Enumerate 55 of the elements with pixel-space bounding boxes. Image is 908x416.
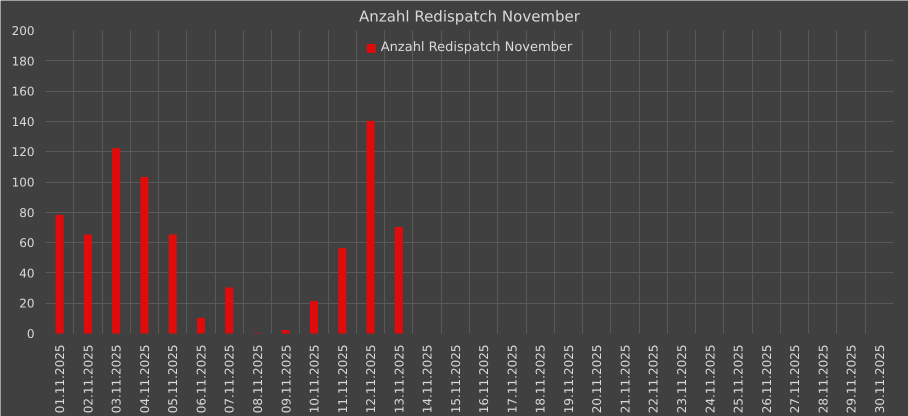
bar	[196, 318, 205, 334]
x-tick-label: 29.11.2025	[844, 344, 859, 414]
x-tick-label: 13.11.2025	[392, 344, 406, 414]
bar	[310, 301, 318, 334]
y-tick-label: 20	[19, 296, 35, 311]
x-tick-label: 19.11.2025	[562, 344, 576, 414]
y-tick-label: 120	[12, 145, 34, 160]
x-tick-label: 14.11.2025	[420, 344, 435, 414]
x-tick-label: 08.11.2025	[251, 344, 265, 414]
y-tick-label: 200	[12, 24, 34, 38]
x-tick-label: 25.11.2025	[732, 344, 746, 414]
x-tick-label: 02.11.2025	[81, 344, 96, 414]
x-tick-label: 11.11.2025	[336, 344, 350, 414]
x-tick-label: 12.11.2025	[364, 344, 378, 414]
x-tick-label: 22.11.2025	[646, 344, 661, 414]
y-tick-label: 100	[12, 176, 34, 190]
x-tick-label: 10.11.2025	[308, 344, 322, 414]
x-tick-label: 16.11.2025	[477, 344, 492, 414]
x-tick-label: 24.11.2025	[703, 344, 718, 414]
bar	[282, 330, 290, 334]
x-tick-label: 03.11.2025	[110, 344, 124, 414]
bar	[140, 176, 148, 334]
x-tick-label: 27.11.2025	[788, 344, 802, 414]
y-tick-label: 160	[12, 84, 34, 99]
bar	[112, 148, 120, 334]
x-tick-label: 04.11.2025	[138, 344, 152, 414]
bar	[338, 248, 346, 334]
x-tick-label: 15.11.2025	[448, 344, 463, 414]
x-tick-label: 07.11.2025	[222, 344, 237, 414]
y-tick-label: 140	[12, 114, 34, 129]
x-tick-label: 06.11.2025	[194, 344, 208, 414]
bar	[225, 288, 234, 334]
y-tick-label: 40	[19, 266, 35, 280]
x-tick-label: 09.11.2025	[279, 344, 294, 414]
x-tick-label: 05.11.2025	[166, 344, 180, 414]
bar	[84, 234, 92, 334]
x-tick-label: 23.11.2025	[675, 344, 689, 414]
chart-title: Anzahl Redispatch November	[359, 8, 581, 26]
bar	[56, 214, 64, 334]
x-tick-label: 30.11.2025	[872, 344, 887, 414]
x-tick-label: 20.11.2025	[590, 344, 604, 414]
x-tick-label: 01.11.2025	[53, 344, 68, 414]
x-tick-label: 17.11.2025	[505, 344, 520, 414]
y-tick-label: 180	[12, 54, 34, 68]
y-tick-label: 0	[26, 327, 35, 341]
bar	[394, 226, 403, 334]
bar	[168, 234, 177, 334]
y-tick-label: 80	[19, 206, 35, 220]
x-tick-label: 18.11.2025	[534, 344, 548, 414]
x-tick-label: 28.11.2025	[816, 344, 830, 414]
y-tick-label: 60	[19, 236, 35, 250]
x-tick-label: 21.11.2025	[618, 344, 632, 414]
x-tick-label: 26.11.2025	[760, 344, 774, 414]
legend-label: Anzahl Redispatch November	[380, 40, 572, 55]
bar	[366, 120, 375, 334]
